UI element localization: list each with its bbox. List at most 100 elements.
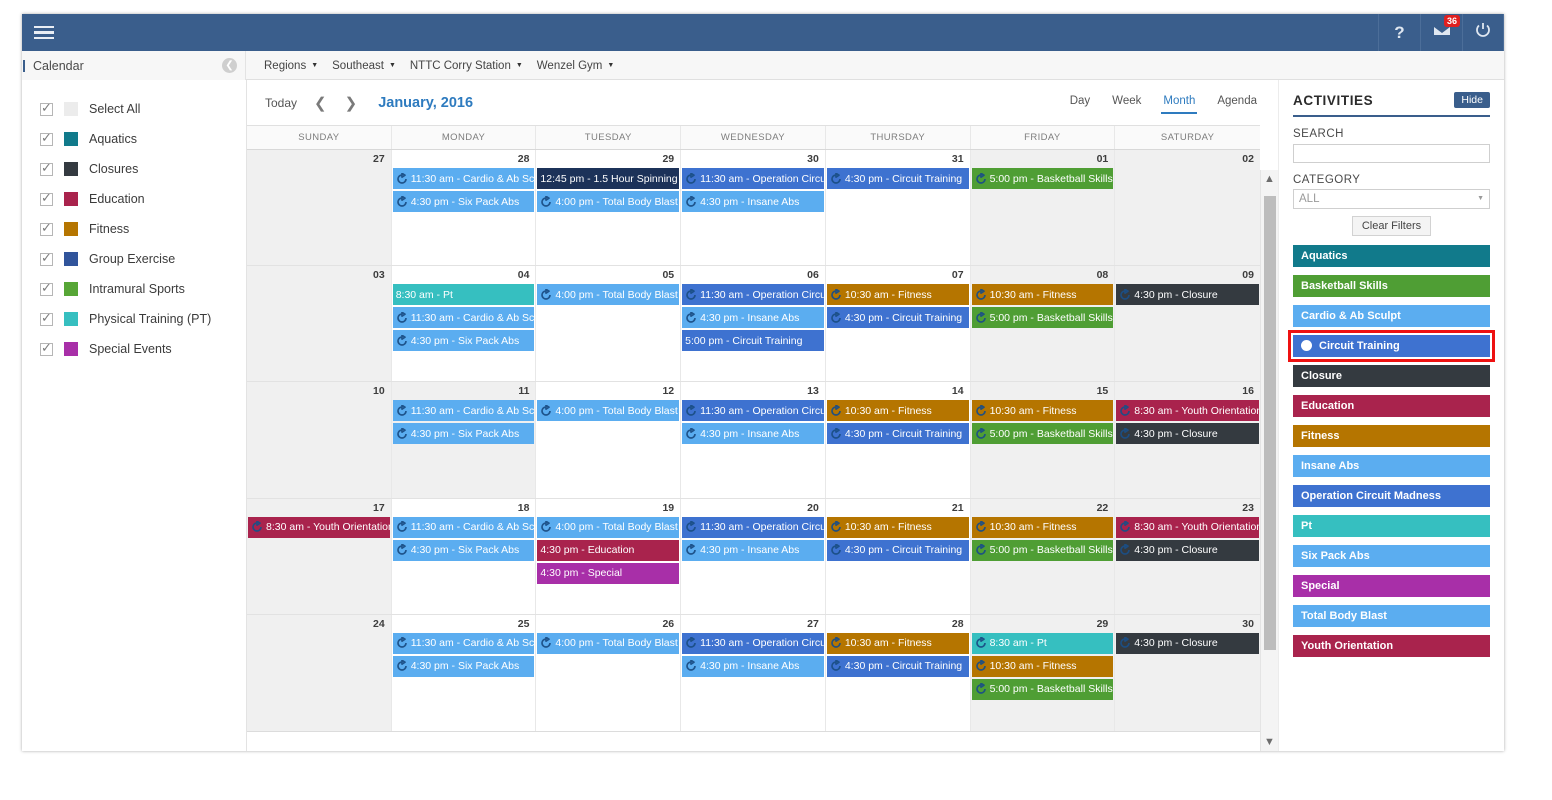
day-cell[interactable]: 24 (247, 614, 392, 731)
calendar-event[interactable]: 4:30 pm - Insane Abs (682, 423, 824, 445)
filter-row-group-exercise[interactable]: Group Exercise (22, 244, 246, 274)
calendar-event[interactable]: 4:30 pm - Education (537, 539, 680, 561)
calendar-event[interactable]: 4:30 pm - Six Pack Abs (392, 539, 535, 561)
drag-handle-icon[interactable] (1301, 340, 1312, 351)
next-month-icon[interactable]: ❯ (344, 94, 358, 112)
scroll-down-icon[interactable]: ▼ (1264, 736, 1275, 748)
calendar-event[interactable]: 4:00 pm - Total Body Blast (537, 284, 680, 306)
calendar-event[interactable]: 12:45 pm - 1.5 Hour Spinning (537, 168, 680, 189)
search-input[interactable] (1293, 143, 1490, 163)
checkbox-checked-icon[interactable] (40, 100, 53, 116)
calendar-event[interactable]: 11:30 am - Cardio & Ab Sculpt (392, 516, 535, 538)
power-button[interactable] (1462, 14, 1504, 51)
day-cell[interactable]: 11 11:30 am - Cardio & Ab Sculpt 4:30 pm -… (391, 382, 537, 498)
day-cell[interactable]: 01 5:00 pm - Basketball Skills (970, 150, 1116, 266)
activity-item-youth-orientation[interactable]: Youth Orientation (1293, 634, 1490, 657)
scrollbar-thumb[interactable] (1264, 196, 1276, 650)
breadcrumb-item-regions[interactable]: Regions ▼ (258, 60, 324, 72)
day-cell[interactable]: 27 (247, 150, 392, 266)
day-cell[interactable]: 25 11:30 am - Cardio & Ab Sculpt 4:30 pm -… (391, 614, 537, 731)
day-cell[interactable]: 22 10:30 am - Fitness 5:00 pm - Basketball… (970, 498, 1116, 614)
calendar-event[interactable]: 4:30 pm - Circuit Training (826, 655, 969, 677)
calendar-event[interactable]: 11:30 am - Operation Circuit Madness (682, 400, 824, 422)
calendar-event[interactable]: 4:30 pm - Special (537, 562, 680, 584)
day-cell[interactable]: 28 11:30 am - Cardio & Ab Sculpt 4:30 pm -… (391, 150, 537, 266)
day-cell[interactable]: 07 10:30 am - Fitness 4:30 pm - Circuit Tr… (825, 266, 971, 382)
calendar-event[interactable]: 8:30 am - Pt (971, 632, 1114, 654)
calendar-event[interactable]: 4:00 pm - Total Body Blast (537, 400, 680, 422)
calendar-event[interactable]: 11:30 am - Operation Circuit Madness (682, 516, 824, 538)
day-cell[interactable]: 20 11:30 am - Operation Circuit Madness 4:… (681, 498, 826, 614)
checkbox-checked-icon[interactable] (40, 220, 53, 236)
activity-item-aquatics[interactable]: Aquatics (1293, 244, 1490, 267)
calendar-event[interactable]: 4:30 pm - Closure (1116, 423, 1259, 445)
calendar-event[interactable]: 8:30 am - Youth Orientation (248, 516, 390, 538)
filter-row-education[interactable]: Education (22, 184, 246, 214)
calendar-event[interactable]: 4:30 pm - Insane Abs (682, 539, 824, 561)
calendar-event[interactable]: 4:30 pm - Insane Abs (682, 307, 824, 329)
calendar-event[interactable]: 10:30 am - Fitness (971, 284, 1114, 306)
activity-item-operation-circuit-madness[interactable]: Operation Circuit Madness (1293, 484, 1490, 507)
filter-row-intramural-sports[interactable]: Intramural Sports (22, 274, 246, 304)
help-button[interactable]: ? (1378, 14, 1420, 51)
day-cell[interactable]: 03 (247, 266, 392, 382)
activity-item-circuit-training[interactable]: Circuit Training (1288, 329, 1495, 362)
sidebar-collapse-icon[interactable]: ❮ (222, 58, 237, 73)
breadcrumb-item-wenzel-gym[interactable]: Wenzel Gym ▼ (531, 60, 621, 72)
day-cell[interactable]: 10 (247, 382, 392, 498)
day-cell[interactable]: 04 8:30 am - Pt 11:30 am - Cardio & Ab Scu… (391, 266, 537, 382)
calendar-event[interactable]: 10:30 am - Fitness (826, 400, 969, 422)
calendar-event[interactable]: 10:30 am - Fitness (826, 284, 969, 306)
tab-week[interactable]: Week (1112, 95, 1142, 107)
activity-item-pt[interactable]: Pt (1293, 514, 1490, 537)
filter-row-select-all[interactable]: Select All (22, 94, 246, 124)
hamburger-menu-icon[interactable] (22, 14, 66, 51)
calendar-event[interactable]: 4:30 pm - Circuit Training (826, 168, 969, 189)
day-cell[interactable]: 21 10:30 am - Fitness 4:30 pm - Circuit Tr… (825, 498, 971, 614)
checkbox-checked-icon[interactable] (40, 310, 53, 326)
calendar-event[interactable]: 10:30 am - Fitness (971, 400, 1114, 422)
checkbox-checked-icon[interactable] (40, 280, 53, 296)
breadcrumb-item-southeast[interactable]: Southeast ▼ (326, 60, 402, 72)
breadcrumb-item-nttc-corry-station[interactable]: NTTC Corry Station ▼ (404, 60, 529, 72)
messages-button[interactable]: 36 (1420, 14, 1462, 51)
day-cell[interactable]: 31 4:30 pm - Circuit Training (825, 150, 971, 266)
activity-item-total-body-blast[interactable]: Total Body Blast (1293, 604, 1490, 627)
day-cell[interactable]: 30 4:30 pm - Closure (1115, 614, 1260, 731)
calendar-event[interactable]: 4:30 pm - Six Pack Abs (392, 191, 535, 212)
filter-row-special-events[interactable]: Special Events (22, 334, 246, 364)
previous-month-icon[interactable]: ❮ (314, 94, 327, 112)
day-cell[interactable]: 17 8:30 am - Youth Orientation (247, 498, 392, 614)
calendar-event[interactable]: 4:30 pm - Circuit Training (826, 423, 969, 445)
filter-row-aquatics[interactable]: Aquatics (22, 124, 246, 154)
day-cell[interactable]: 15 10:30 am - Fitness 5:00 pm - Basketball… (970, 382, 1116, 498)
calendar-event[interactable]: 8:30 am - Youth Orientation (1116, 516, 1259, 538)
day-cell[interactable]: 13 11:30 am - Operation Circuit Madness 4:… (681, 382, 826, 498)
calendar-event[interactable]: 4:30 pm - Six Pack Abs (392, 655, 535, 677)
tab-day[interactable]: Day (1069, 95, 1091, 107)
calendar-event[interactable]: 4:30 pm - Six Pack Abs (392, 423, 535, 445)
activity-item-closure[interactable]: Closure (1293, 364, 1490, 387)
day-cell[interactable]: 29 8:30 am - Pt 10:30 am - Fitness 5:00 pm … (970, 614, 1116, 731)
calendar-event[interactable]: 10:30 am - Fitness (826, 632, 969, 654)
day-cell[interactable]: 14 10:30 am - Fitness 4:30 pm - Circuit Tr… (825, 382, 971, 498)
activity-item-education[interactable]: Education (1293, 394, 1490, 417)
day-cell[interactable]: 08 10:30 am - Fitness 5:00 pm - Basketball… (970, 266, 1116, 382)
calendar-event[interactable]: 5:00 pm - Basketball Skills (971, 423, 1114, 445)
calendar-event[interactable]: 5:00 pm - Circuit Training (682, 330, 824, 352)
calendar-event[interactable]: 4:30 pm - Circuit Training (826, 539, 969, 561)
day-cell[interactable]: 18 11:30 am - Cardio & Ab Sculpt 4:30 pm -… (391, 498, 537, 614)
day-cell[interactable]: 19 4:00 pm - Total Body Blast 4:30 pm - Ed… (536, 498, 682, 614)
calendar-event[interactable]: 4:00 pm - Total Body Blast (537, 516, 680, 538)
day-cell[interactable]: 09 4:30 pm - Closure (1115, 266, 1260, 382)
calendar-scrollbar[interactable]: ▲ ▼ (1260, 170, 1278, 751)
calendar-event[interactable]: 4:30 pm - Insane Abs (682, 191, 824, 212)
day-cell[interactable]: 26 4:00 pm - Total Body Blast (536, 614, 682, 731)
calendar-event[interactable]: 11:30 am - Cardio & Ab Sculpt (392, 307, 535, 329)
calendar-event[interactable]: 8:30 am - Youth Orientation (1116, 400, 1259, 422)
calendar-event[interactable]: 11:30 am - Cardio & Ab Sculpt (392, 632, 535, 654)
activity-item-six-pack-abs[interactable]: Six Pack Abs (1293, 544, 1490, 567)
day-cell[interactable]: 23 8:30 am - Youth Orientation 4:30 pm - C… (1115, 498, 1260, 614)
calendar-event[interactable]: 4:30 pm - Six Pack Abs (392, 330, 535, 352)
calendar-event[interactable]: 11:30 am - Operation Circuit Madness (682, 284, 824, 306)
